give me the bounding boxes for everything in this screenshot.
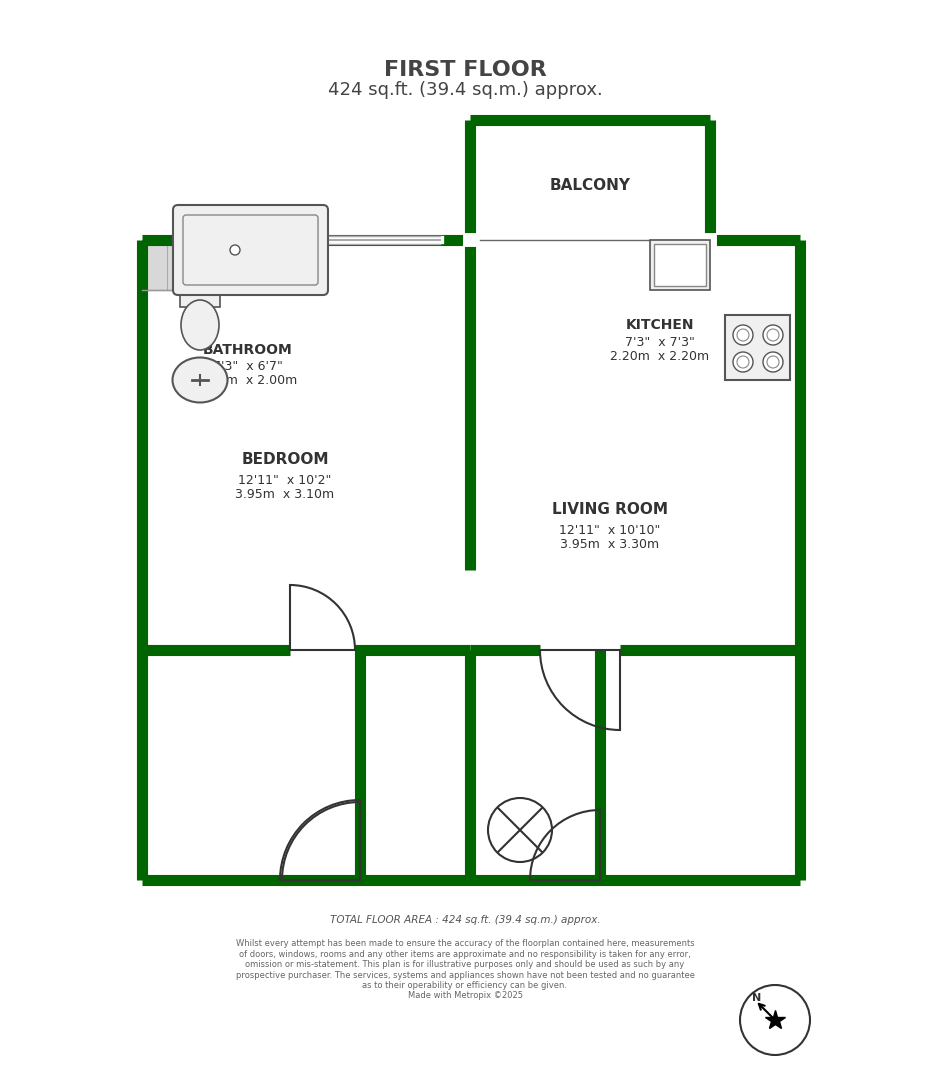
Ellipse shape bbox=[172, 357, 227, 403]
FancyBboxPatch shape bbox=[173, 205, 328, 295]
Circle shape bbox=[763, 325, 783, 345]
Text: 424 sq.ft. (39.4 sq.m.) approx.: 424 sq.ft. (39.4 sq.m.) approx. bbox=[328, 81, 602, 99]
Text: Whilst every attempt has been made to ensure the accuracy of the floorplan conta: Whilst every attempt has been made to en… bbox=[236, 940, 695, 1000]
Circle shape bbox=[763, 352, 783, 372]
Bar bbox=[725, 315, 790, 380]
Text: BALCONY: BALCONY bbox=[549, 177, 630, 192]
Circle shape bbox=[733, 352, 753, 372]
Text: 12'11"  x 10'10": 12'11" x 10'10" bbox=[560, 524, 661, 537]
Text: 2.20m  x 2.00m: 2.20m x 2.00m bbox=[198, 375, 298, 388]
Circle shape bbox=[733, 325, 753, 345]
Text: 3.95m  x 3.10m: 3.95m x 3.10m bbox=[236, 488, 334, 501]
Ellipse shape bbox=[181, 300, 219, 350]
Text: FIRST FLOOR: FIRST FLOOR bbox=[384, 60, 546, 80]
Text: LIVING ROOM: LIVING ROOM bbox=[552, 502, 668, 517]
Text: 2.20m  x 2.20m: 2.20m x 2.20m bbox=[611, 350, 709, 363]
Text: N: N bbox=[752, 993, 762, 1003]
Text: 7'3"  x 6'7": 7'3" x 6'7" bbox=[213, 361, 283, 374]
Bar bbox=[654, 244, 706, 286]
Text: S: S bbox=[787, 1032, 793, 1042]
Text: TOTAL FLOOR AREA : 424 sq.ft. (39.4 sq.m.) approx.: TOTAL FLOOR AREA : 424 sq.ft. (39.4 sq.m… bbox=[330, 915, 600, 924]
Text: 7'3"  x 7'3": 7'3" x 7'3" bbox=[625, 336, 695, 349]
Circle shape bbox=[740, 985, 810, 1055]
Text: 3.95m  x 3.30m: 3.95m x 3.30m bbox=[560, 539, 659, 552]
Text: W: W bbox=[742, 1017, 752, 1027]
Text: KITCHEN: KITCHEN bbox=[626, 318, 695, 332]
Bar bbox=[142, 240, 242, 291]
Text: E: E bbox=[800, 1007, 806, 1017]
Bar bbox=[180, 287, 220, 307]
Bar bbox=[650, 240, 710, 291]
Text: BATHROOM: BATHROOM bbox=[203, 343, 293, 357]
Text: 12'11"  x 10'2": 12'11" x 10'2" bbox=[238, 473, 331, 486]
Circle shape bbox=[488, 798, 552, 862]
Text: BEDROOM: BEDROOM bbox=[241, 453, 329, 468]
Circle shape bbox=[230, 245, 240, 255]
